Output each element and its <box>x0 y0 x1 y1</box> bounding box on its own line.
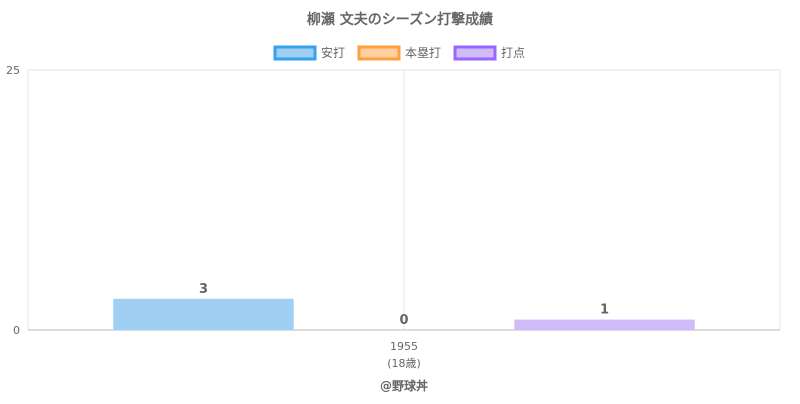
data-label: 0 <box>399 313 408 328</box>
chart-footer: @野球丼 <box>380 378 428 393</box>
legend-swatch <box>453 45 497 61</box>
data-label: 1 <box>600 303 609 318</box>
chart-title: 柳瀬 文夫のシーズン打撃成績 <box>307 11 493 28</box>
legend-label: 安打 <box>321 45 345 60</box>
data-label: 3 <box>199 282 208 297</box>
legend-swatch <box>357 45 401 61</box>
legend: 安打 本塁打 打点 <box>273 45 525 61</box>
x-tick-label: 1955 <box>390 340 418 353</box>
y-tick-label: 0 <box>13 324 20 337</box>
grid-lines <box>27 69 781 330</box>
legend-swatch <box>273 45 317 61</box>
legend-label: 本塁打 <box>405 46 441 60</box>
y-tick-label: 25 <box>6 64 20 77</box>
bar-打点 <box>514 319 695 330</box>
x-tick-sublabel: (18歳) <box>387 357 421 370</box>
bars <box>113 298 695 330</box>
data-labels: 3 0 1 <box>199 282 609 328</box>
legend-label: 打点 <box>501 46 525 60</box>
bar-安打 <box>113 298 294 330</box>
